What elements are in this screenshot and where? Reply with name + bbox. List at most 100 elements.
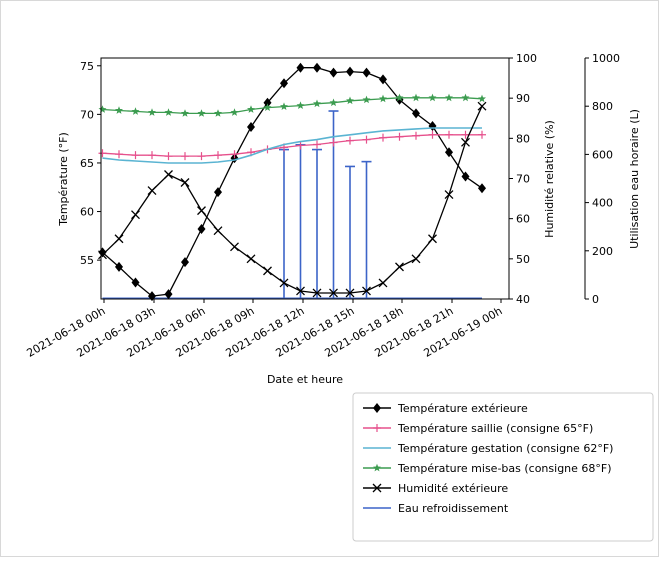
data-point — [428, 93, 437, 102]
data-point — [313, 140, 321, 149]
data-point — [214, 109, 222, 117]
data-point — [362, 135, 371, 144]
data-point — [280, 78, 288, 89]
data-point — [197, 152, 206, 161]
data-point — [428, 130, 437, 139]
data-point — [461, 137, 470, 147]
data-point — [346, 66, 354, 77]
data-point — [280, 102, 288, 110]
data-point — [412, 131, 420, 140]
data-point — [247, 121, 255, 132]
data-point — [346, 96, 354, 105]
data-point — [181, 152, 189, 161]
y-tick-label-humidity: 90 — [516, 92, 530, 105]
y-tick-label-temperature: 65 — [80, 157, 94, 170]
y-tick-label-water: 400 — [592, 197, 613, 210]
data-point — [131, 277, 140, 288]
data-point — [148, 108, 156, 116]
data-point — [379, 94, 387, 103]
data-point — [214, 151, 222, 160]
data-point — [445, 147, 453, 158]
legend-marker — [373, 463, 381, 472]
data-point — [230, 150, 239, 159]
data-point — [412, 93, 420, 102]
data-point — [263, 266, 272, 276]
data-point — [312, 288, 322, 298]
y-tick-label-water: 0 — [592, 293, 599, 306]
axes: 5560657075405060708090100020040060080010… — [24, 52, 620, 360]
data-point — [428, 234, 437, 244]
legend-label: Température gestation (consigne 62°F) — [397, 442, 613, 455]
data-point — [445, 93, 453, 102]
data-point — [98, 250, 107, 260]
data-point — [329, 67, 338, 78]
legend-label: Eau refroidissement — [398, 502, 509, 515]
data-point — [181, 257, 189, 268]
data-point — [362, 67, 371, 78]
data-point — [214, 187, 222, 198]
data-point — [164, 152, 173, 161]
legend-label: Température saillie (consigne 65°F) — [397, 422, 593, 435]
data-point — [230, 242, 239, 252]
data-point — [411, 254, 421, 264]
y-tick-label-water: 600 — [592, 148, 613, 161]
legend-marker — [373, 424, 381, 432]
data-point — [444, 190, 454, 200]
legend-box — [352, 392, 654, 542]
y-tick-label-temperature: 55 — [80, 254, 94, 267]
y-axis-label-water: Utilisation eau horaire (L) — [628, 109, 641, 249]
data-point — [378, 278, 388, 288]
data-point — [395, 93, 404, 102]
y-tick-label-humidity: 50 — [516, 253, 530, 266]
series-line — [102, 97, 483, 115]
y-tick-label-humidity: 70 — [516, 173, 530, 186]
data-point — [428, 121, 437, 132]
data-point — [213, 226, 223, 236]
y-tick-label-humidity: 80 — [516, 132, 530, 145]
data-point — [263, 97, 272, 108]
data-point — [131, 210, 140, 220]
y-tick-label-temperature: 60 — [80, 206, 94, 219]
data-point — [247, 105, 255, 113]
data-point — [362, 95, 371, 104]
y-tick-label-humidity: 100 — [516, 52, 537, 65]
y-tick-label-temperature: 75 — [80, 60, 94, 73]
data-point — [329, 138, 338, 147]
data-point — [197, 224, 206, 235]
data-point — [477, 101, 487, 111]
y-axis-label-humidity: Humidité relative (%) — [543, 120, 556, 238]
legend: Température extérieure Température sailli… — [352, 392, 654, 542]
legend-label: Température extérieure — [397, 402, 528, 415]
plot-area — [100, 57, 510, 300]
data-point — [296, 62, 305, 73]
x-axis-label: Date et heure — [267, 373, 343, 386]
data-point — [263, 103, 272, 111]
data-point — [197, 109, 206, 117]
data-point — [329, 98, 338, 107]
data-point — [197, 206, 206, 216]
data-point — [445, 130, 453, 139]
data-point — [296, 286, 305, 296]
data-point — [296, 101, 305, 110]
data-point — [131, 151, 140, 160]
series-line — [102, 105, 483, 294]
y-tick-label-water: 1000 — [592, 52, 620, 65]
series-group — [98, 62, 486, 302]
y-tick-label-humidity: 40 — [516, 293, 530, 306]
series-lines — [98, 62, 487, 302]
series-group — [102, 127, 482, 164]
data-point — [461, 130, 470, 139]
data-point — [115, 150, 123, 159]
data-point — [98, 149, 107, 158]
y-tick-label-water: 200 — [592, 245, 613, 258]
data-point — [313, 99, 321, 108]
data-point — [181, 109, 189, 117]
data-point — [329, 288, 338, 298]
data-point — [115, 261, 123, 272]
data-point — [131, 107, 140, 115]
data-point — [180, 178, 190, 187]
data-point — [230, 108, 239, 116]
data-point — [478, 130, 486, 139]
